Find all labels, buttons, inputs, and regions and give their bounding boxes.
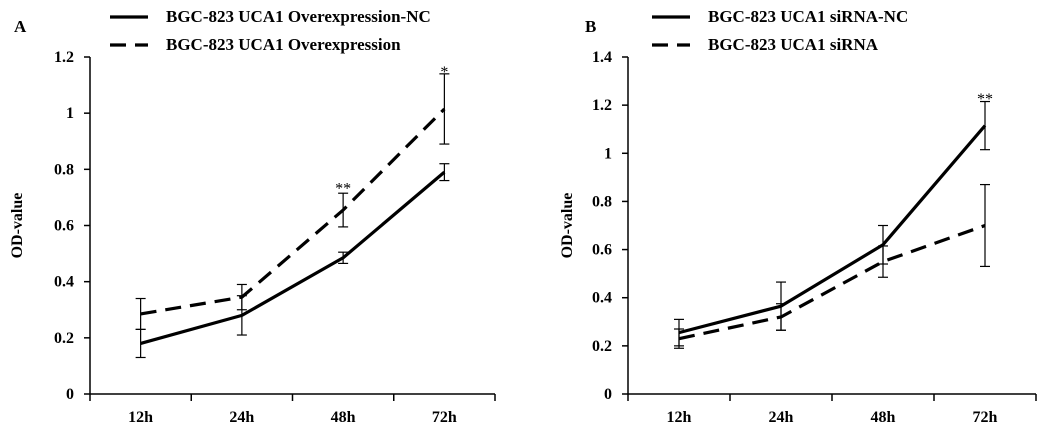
chart-panel-a: A 0 0.2 0.4 0.6 0.8 1 1.2 12h 24h 48h 72h OD-value BG… [9, 7, 496, 426]
y-tick-label: 0 [66, 386, 74, 403]
y-tick-label: 0.4 [54, 274, 74, 291]
x-tick-label: 12h [128, 409, 153, 426]
legend-label: BGC-823 UCA1 Overexpression [166, 35, 401, 54]
x-tick-label: 48h [331, 409, 356, 426]
series-line-dashed [678, 223, 986, 341]
y-tick-label: 1 [604, 145, 612, 162]
significance-marker: * [440, 64, 448, 81]
series-line-solid [140, 170, 446, 345]
y-tick-label: 1.2 [592, 97, 612, 114]
y-tick-label: 0.8 [592, 193, 612, 210]
x-tick-label: 24h [229, 409, 254, 426]
y-axis-label: OD-value [9, 193, 26, 259]
x-tick-label: 72h [973, 409, 998, 426]
y-tick-label: 0.4 [592, 290, 612, 307]
panel-label: B [585, 17, 596, 36]
y-tick-label: 0.8 [54, 161, 74, 178]
series-line-dashed [140, 107, 446, 316]
y-tick-label: 0.2 [592, 338, 612, 355]
x-tick-label: 48h [871, 409, 896, 426]
y-tick-label: 0 [604, 386, 612, 403]
y-tick-label: 0.2 [54, 330, 74, 347]
y-axis-label: OD-value [559, 193, 576, 259]
y-tick-label: 1.4 [592, 49, 612, 66]
legend-label: BGC-823 UCA1 Overexpression-NC [166, 7, 431, 26]
y-tick-label: 0.6 [592, 242, 612, 259]
y-tick-label: 0.6 [54, 218, 74, 235]
y-tick-label: 1.2 [54, 49, 74, 66]
x-tick-label: 12h [667, 409, 692, 426]
y-tick-label: 1 [66, 105, 74, 122]
significance-marker: ** [335, 181, 351, 198]
legend-label: BGC-823 UCA1 siRNA-NC [708, 7, 908, 26]
x-tick-label: 72h [432, 409, 457, 426]
panel-label: A [14, 17, 27, 36]
chart-panel-b: B 0 0.2 0.4 0.6 0.8 1 1.2 1.4 12h 24h 48h 72h OD-valu… [559, 7, 1037, 426]
legend-label: BGC-823 UCA1 siRNA [708, 35, 879, 54]
series-line-solid [678, 124, 987, 335]
significance-marker: ** [977, 91, 993, 108]
x-tick-label: 24h [769, 409, 794, 426]
